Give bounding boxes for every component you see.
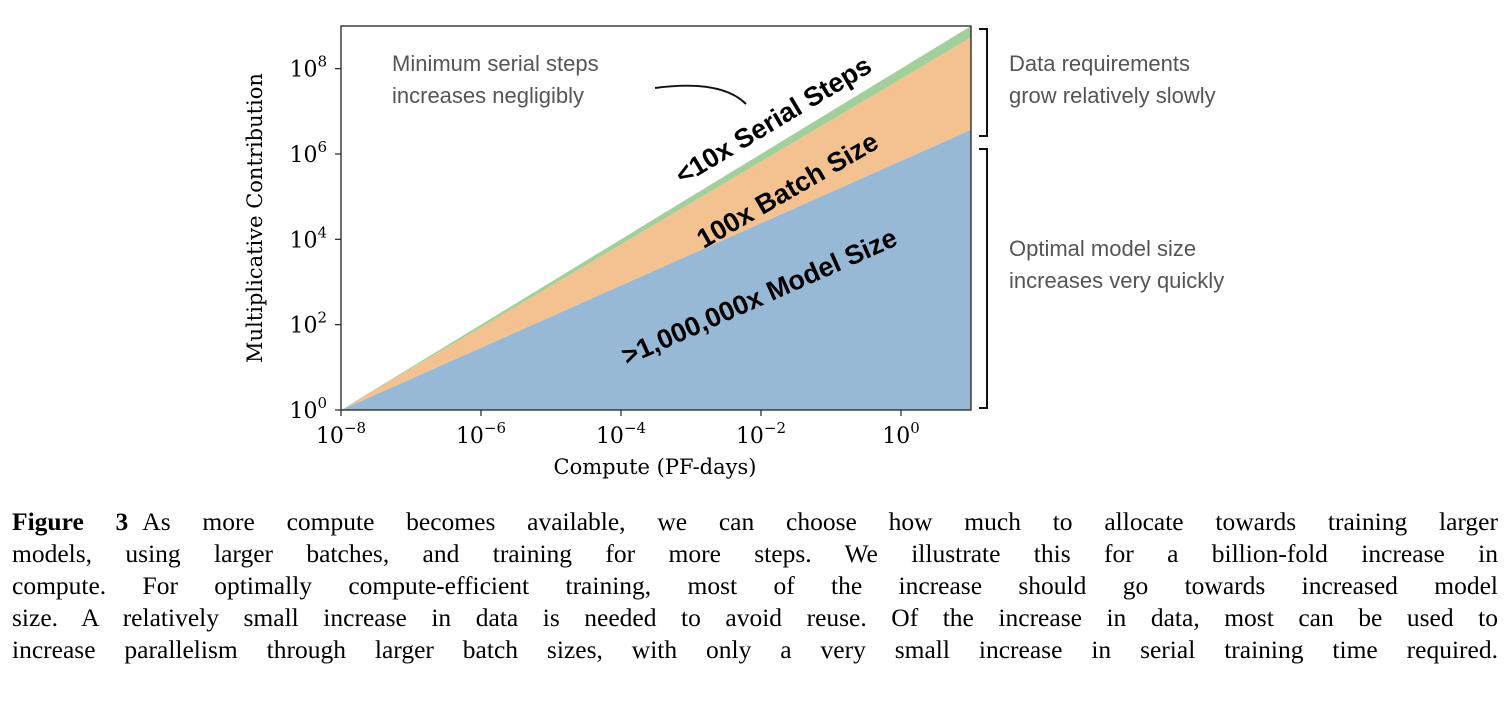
figure-chart: 10−8 10−6 10−4 10−2 100 100 102 104 106 108 Multi… [243, 25, 1224, 479]
y-tick-label: 102 [289, 309, 327, 339]
y-tick-label: 100 [289, 394, 327, 424]
data-note-line2: grow relatively slowly [1009, 83, 1216, 108]
x-tick-label: 10−8 [316, 419, 366, 449]
model-bracket [979, 148, 988, 409]
caption-text: As more compute becomes available, we ca… [142, 507, 1498, 536]
y-tick-label: 106 [289, 138, 327, 168]
serial-note-line2: increases negligibly [392, 83, 584, 108]
caption-line: increase parallelism through larger batc… [12, 635, 1498, 664]
x-tick-label: 100 [882, 419, 920, 449]
caption-line: size. A relatively small increase in dat… [12, 603, 1498, 632]
y-tick-label: 108 [289, 53, 327, 83]
serial-note-line1: Minimum serial steps [392, 51, 599, 76]
area-serial-steps [341, 26, 971, 410]
annotation-arrow [654, 84, 747, 105]
area-batch-size [341, 37, 971, 410]
x-tick-label: 10−2 [736, 419, 786, 449]
x-tick-label: 10−4 [596, 419, 646, 449]
caption-line: Figure 3 As more compute becomes availabl… [12, 506, 1498, 538]
x-tick-label: 10−6 [456, 419, 506, 449]
y-tick-label: 104 [289, 223, 327, 253]
data-note-line1: Data requirements [1009, 51, 1190, 76]
y-axis-label: Multiplicative Contribution [243, 73, 267, 363]
figure-label: Figure 3 [12, 507, 129, 536]
caption-line: models, using larger batches, and traini… [12, 539, 1498, 568]
model-note-line2: increases very quickly [1009, 268, 1224, 293]
plot-frame [340, 25, 972, 411]
stacked-areas [341, 26, 971, 411]
caption-line: compute. For optimally compute-efficient… [12, 571, 1498, 600]
model-note-line1: Optimal model size [1009, 236, 1196, 261]
x-axis-label: Compute (PF-days) [554, 455, 757, 479]
figure-caption: Figure 3 As more compute becomes availabl… [12, 506, 1498, 666]
data-bracket [979, 28, 988, 137]
